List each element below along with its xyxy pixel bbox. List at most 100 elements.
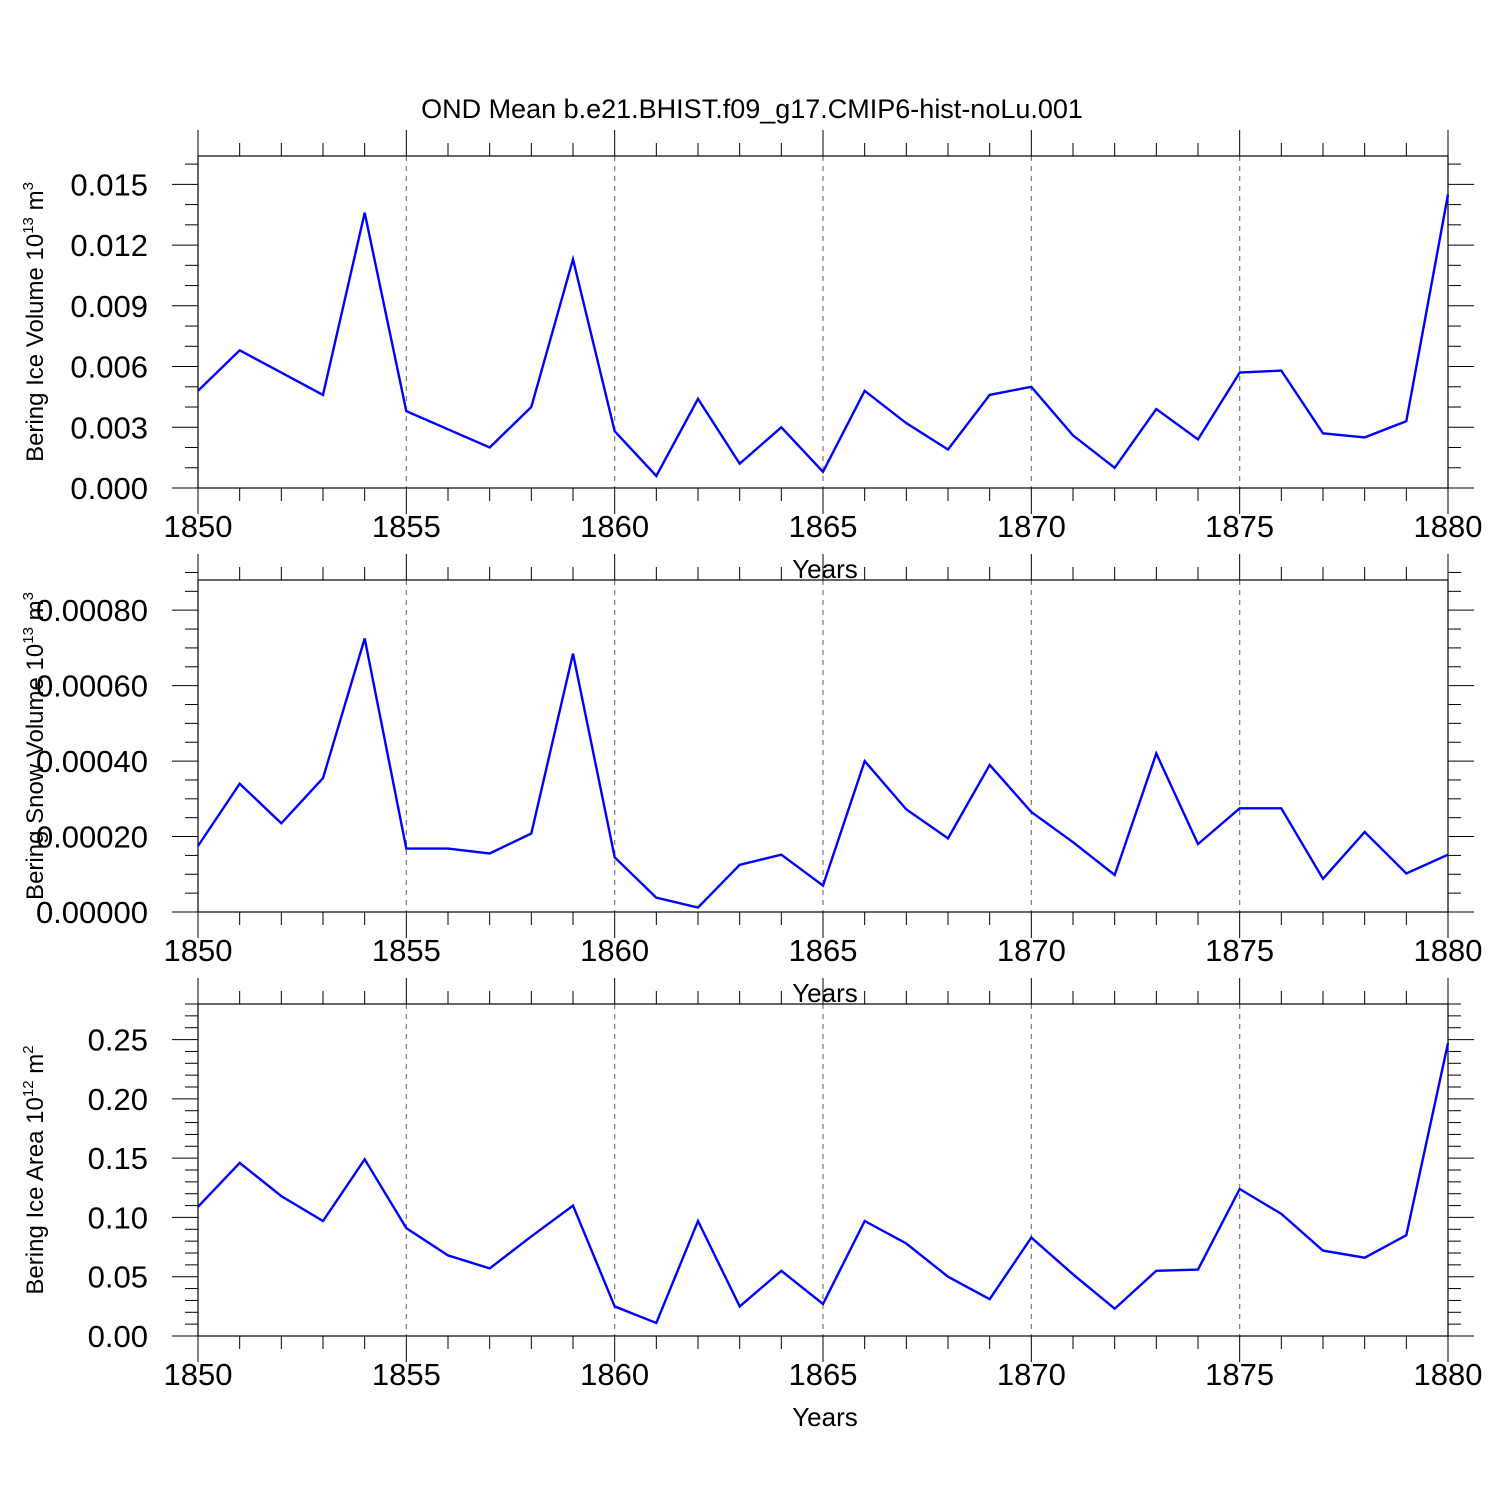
x-tick-label: 1865 bbox=[789, 1357, 858, 1392]
data-point-1862 bbox=[695, 904, 701, 910]
data-point-1872 bbox=[1112, 872, 1118, 878]
y-tick-label: 0.15 bbox=[88, 1141, 148, 1176]
data-point-1852 bbox=[278, 1193, 284, 1199]
data-point-1867 bbox=[903, 806, 909, 812]
data-point-1868 bbox=[945, 447, 951, 453]
data-point-1879 bbox=[1403, 871, 1409, 877]
y-tick-label: 0.10 bbox=[88, 1200, 148, 1235]
data-point-1856 bbox=[445, 846, 451, 852]
data-point-1864 bbox=[778, 1268, 784, 1274]
x-tick-label: 1880 bbox=[1414, 1357, 1483, 1392]
data-point-1861 bbox=[653, 1320, 659, 1326]
data-point-1877 bbox=[1320, 1248, 1326, 1254]
data-point-1880 bbox=[1445, 191, 1451, 197]
data-point-1874 bbox=[1195, 1267, 1201, 1273]
series-line-ice-area bbox=[197, 1042, 1450, 1325]
data-point-1870 bbox=[1028, 1235, 1034, 1241]
x-tick-label: 1870 bbox=[997, 933, 1066, 968]
data-point-1858 bbox=[528, 404, 534, 410]
panel-ice-volume: 0.000 0.003 0.006 0.009 0.012 0.015 1850 1855 18… bbox=[20, 130, 1482, 584]
data-point-1879 bbox=[1403, 1232, 1409, 1238]
data-point-1852 bbox=[278, 370, 284, 376]
x-tick-label: 1850 bbox=[164, 1357, 233, 1392]
data-point-1872 bbox=[1112, 1306, 1118, 1312]
data-point-1871 bbox=[1070, 839, 1076, 845]
x-tick-label: 1875 bbox=[1205, 509, 1274, 544]
data-point-1869 bbox=[987, 392, 993, 398]
y-tick-label: 0.009 bbox=[70, 289, 148, 324]
data-point-1851 bbox=[237, 781, 243, 787]
x-tick-label: 1860 bbox=[580, 933, 649, 968]
data-point-1865 bbox=[820, 883, 826, 889]
data-point-1852 bbox=[278, 820, 284, 826]
panel-snow-volume: 0.00000 0.00020 0.00040 0.00060 0.00080 1850 1… bbox=[20, 554, 1482, 1008]
data-point-1863 bbox=[737, 461, 743, 467]
x-tick-label: 1875 bbox=[1205, 933, 1274, 968]
data-point-1868 bbox=[945, 1274, 951, 1280]
y-tick-label: 0.00 bbox=[88, 1319, 148, 1354]
data-point-1854 bbox=[362, 1156, 368, 1162]
data-point-1880 bbox=[1445, 852, 1451, 858]
data-point-1850 bbox=[195, 843, 201, 849]
data-point-1872 bbox=[1112, 465, 1118, 471]
x-axis-label: Years bbox=[792, 554, 858, 584]
y-tick-label: 0.00060 bbox=[36, 669, 148, 704]
data-point-1856 bbox=[445, 426, 451, 432]
y-tick-label: 0.00000 bbox=[36, 895, 148, 930]
data-point-1875 bbox=[1237, 1186, 1243, 1192]
data-point-1866 bbox=[862, 388, 868, 394]
y-tick-label: 0.00080 bbox=[36, 593, 148, 628]
data-point-1857 bbox=[487, 851, 493, 857]
data-point-1874 bbox=[1195, 841, 1201, 847]
data-point-1850 bbox=[195, 1204, 201, 1210]
y-tick-label: 0.006 bbox=[70, 350, 148, 385]
data-point-1869 bbox=[987, 1296, 993, 1302]
panel-ice-area: 0.00 0.05 0.10 0.15 0.20 0.25 1850 1855 1860 1865… bbox=[20, 978, 1482, 1432]
data-point-1863 bbox=[737, 862, 743, 868]
data-point-1876 bbox=[1278, 1211, 1284, 1217]
y-tick-label: 0.20 bbox=[88, 1082, 148, 1117]
y-axis-label: Bering Snow Volume 1013 m3 bbox=[20, 592, 49, 900]
x-tick-label: 1860 bbox=[580, 509, 649, 544]
data-point-1858 bbox=[528, 831, 534, 837]
data-point-1861 bbox=[653, 895, 659, 901]
data-point-1859 bbox=[570, 1203, 576, 1209]
data-point-1867 bbox=[903, 1241, 909, 1247]
x-tick-label: 1870 bbox=[997, 509, 1066, 544]
data-point-1878 bbox=[1362, 1255, 1368, 1261]
data-point-1851 bbox=[237, 347, 243, 353]
x-tick-label: 1870 bbox=[997, 1357, 1066, 1392]
data-point-1873 bbox=[1153, 1268, 1159, 1274]
data-point-1855 bbox=[403, 408, 409, 414]
data-point-1867 bbox=[903, 420, 909, 426]
y-tick-label: 0.015 bbox=[70, 167, 148, 202]
x-axis-label: Years bbox=[792, 1402, 858, 1432]
data-point-1857 bbox=[487, 1265, 493, 1271]
x-tick-label: 1855 bbox=[372, 509, 441, 544]
data-point-1853 bbox=[320, 392, 326, 398]
x-tick-label: 1860 bbox=[580, 1357, 649, 1392]
data-point-1862 bbox=[695, 1218, 701, 1224]
data-point-1859 bbox=[570, 651, 576, 657]
y-tick-label: 0.00040 bbox=[36, 744, 148, 779]
data-point-1875 bbox=[1237, 370, 1243, 376]
y-axis-label: Bering Ice Area 1012 m2 bbox=[20, 1045, 49, 1294]
data-point-1873 bbox=[1153, 406, 1159, 412]
data-point-1855 bbox=[403, 1225, 409, 1231]
y-tick-label: 0.00020 bbox=[36, 820, 148, 855]
data-point-1860 bbox=[612, 854, 618, 860]
data-point-1870 bbox=[1028, 384, 1034, 390]
y-tick-label: 0.000 bbox=[70, 471, 148, 506]
data-point-1859 bbox=[570, 256, 576, 262]
data-point-1864 bbox=[778, 424, 784, 430]
data-point-1860 bbox=[612, 428, 618, 434]
x-tick-label: 1850 bbox=[164, 509, 233, 544]
data-point-1861 bbox=[653, 473, 659, 479]
data-point-1869 bbox=[987, 762, 993, 768]
data-point-1853 bbox=[320, 775, 326, 781]
data-point-1866 bbox=[862, 758, 868, 764]
y-tick-label: 0.05 bbox=[88, 1260, 148, 1295]
x-tick-label: 1865 bbox=[789, 509, 858, 544]
y-axis-label: Bering Ice Volume 1013 m3 bbox=[20, 182, 49, 462]
y-tick-label: 0.012 bbox=[70, 228, 148, 263]
